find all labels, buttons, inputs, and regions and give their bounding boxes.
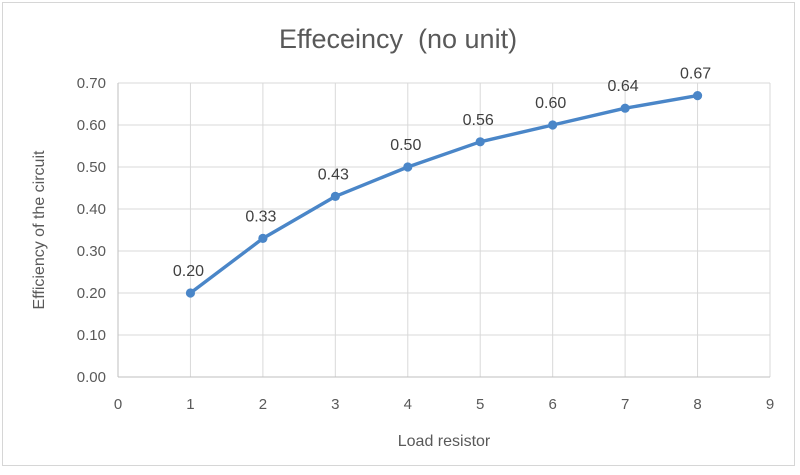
- x-tick-label: 5: [476, 396, 484, 413]
- x-tick-label: 4: [404, 396, 412, 413]
- y-tick-label: 0.20: [77, 285, 106, 302]
- gridlines: [117, 82, 771, 378]
- x-tick-label: 1: [186, 396, 194, 413]
- y-axis-tick-labels: 0.00 0.10 0.20 0.30 0.40 0.50 0.60 0.70: [77, 75, 106, 386]
- data-point-label: 0.67: [680, 66, 711, 83]
- data-point: [692, 91, 703, 101]
- y-tick-label: 0.50: [77, 159, 106, 176]
- data-point-label: 0.64: [608, 78, 639, 95]
- y-tick-label: 0.30: [77, 243, 106, 260]
- series-line: [188, 93, 700, 295]
- data-point: [620, 103, 630, 113]
- chart-title: Effeceincy (no unit): [279, 24, 517, 54]
- data-point-markers: [185, 91, 703, 298]
- data-point-label: 0.50: [390, 137, 421, 154]
- x-tick-label: 7: [621, 396, 629, 413]
- data-point: [258, 233, 268, 243]
- data-point-label: 0.20: [173, 263, 204, 280]
- y-tick-label: 0.00: [77, 369, 106, 386]
- data-point: [330, 191, 340, 201]
- y-axis-title: Efficiency of the circuit: [31, 150, 48, 309]
- chart-frame: [2, 2, 795, 466]
- data-point: [403, 162, 413, 172]
- data-point-label: 0.43: [318, 166, 349, 183]
- y-tick-label: 0.70: [77, 75, 106, 92]
- x-tick-label: 0: [114, 396, 122, 413]
- y-tick-label: 0.40: [77, 201, 106, 218]
- data-point: [548, 120, 558, 130]
- data-point-label: 0.33: [245, 208, 276, 225]
- x-tick-label: 3: [331, 396, 339, 413]
- x-axis-title: Load resistor: [398, 433, 491, 450]
- x-tick-label: 2: [259, 396, 267, 413]
- data-point: [185, 288, 196, 298]
- x-tick-label: 8: [693, 396, 701, 413]
- y-tick-label: 0.10: [77, 327, 106, 344]
- data-point-label: 0.60: [535, 95, 566, 112]
- x-axis-tick-labels: 0 1 2 3 4 5 6 7 8 9: [114, 396, 774, 413]
- x-tick-label: 9: [766, 396, 774, 413]
- x-tick-label: 6: [548, 396, 556, 413]
- data-point-label: 0.56: [463, 112, 494, 129]
- axis-lines: [117, 83, 770, 378]
- data-point-labels: 0.20 0.33 0.43 0.50 0.56 0.60 0.64 0.67: [173, 66, 711, 280]
- data-point: [475, 137, 485, 147]
- y-tick-label: 0.60: [77, 117, 106, 134]
